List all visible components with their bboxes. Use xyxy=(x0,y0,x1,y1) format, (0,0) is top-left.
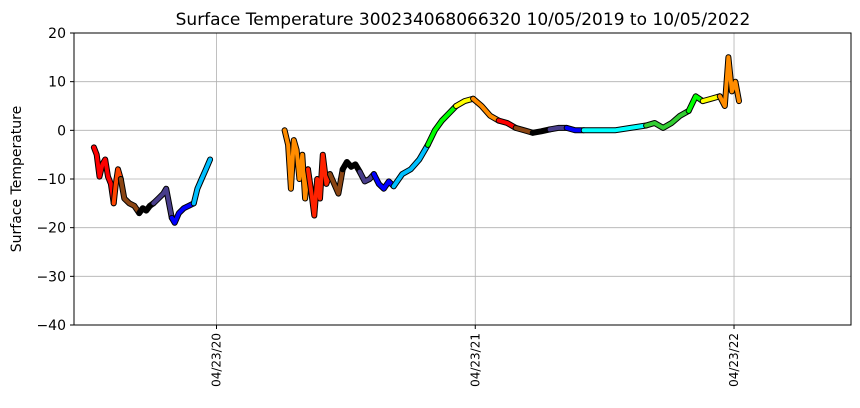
chart-title: Surface Temperature 300234068066320 10/0… xyxy=(176,10,751,30)
y-tick-label: −20 xyxy=(36,221,66,237)
x-tick-label: 04/23/21 xyxy=(468,333,482,387)
y-axis-label: Surface Temperature xyxy=(9,106,25,252)
y-tick-label: −40 xyxy=(36,318,66,334)
series-segment xyxy=(471,96,501,123)
series-segment xyxy=(425,104,459,147)
y-tick-label: 0 xyxy=(57,123,66,139)
y-tick-label: −30 xyxy=(36,269,66,285)
x-tick-label: 04/23/22 xyxy=(727,333,741,387)
series-segment xyxy=(118,177,142,216)
series-segment xyxy=(686,94,705,113)
series-segment xyxy=(496,118,518,130)
series-segment xyxy=(111,167,123,206)
y-tick-label: 20 xyxy=(48,26,66,42)
gridlines xyxy=(74,32,851,326)
series-segment xyxy=(306,152,332,218)
series-segment xyxy=(282,128,310,201)
x-axis-ticks: 04/23/20 04/23/21 04/23/22 xyxy=(209,325,741,387)
series-segment xyxy=(327,167,345,196)
y-tick-label: 10 xyxy=(48,75,66,91)
y-tick-label: −10 xyxy=(36,172,66,188)
series-segment xyxy=(340,160,362,174)
series-segment xyxy=(357,169,376,184)
plot-lines xyxy=(90,54,742,226)
y-axis-ticks: 20 10 0 −10 −20 −30 −40 xyxy=(36,26,74,334)
series-segment xyxy=(371,172,396,191)
series-segment xyxy=(391,142,430,189)
series-segment xyxy=(91,145,116,206)
series-segment xyxy=(169,201,196,225)
series-segment xyxy=(151,186,174,220)
series-segment xyxy=(581,123,649,133)
series-segment xyxy=(644,108,691,130)
x-tick-label: 04/23/20 xyxy=(209,333,223,387)
series-segment xyxy=(191,157,213,206)
series-segment xyxy=(717,55,741,108)
